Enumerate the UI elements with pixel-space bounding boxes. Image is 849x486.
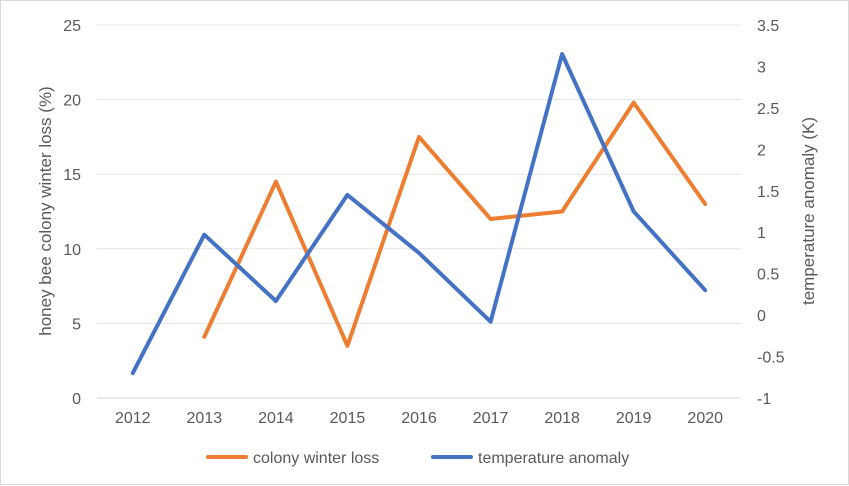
right-axis-ticks: -1 -0.5 0 0.5 1 1.5 2 2.5 3 3.5 — [757, 18, 785, 408]
left-tick-label: 0 — [72, 391, 81, 408]
left-axis-ticks: 0 5 10 15 20 25 — [63, 18, 81, 408]
x-tick-label: 2015 — [330, 410, 366, 427]
left-tick-label: 10 — [63, 242, 81, 259]
x-tick-label: 2019 — [616, 410, 652, 427]
right-axis-title: temperature anomaly (K) — [799, 117, 818, 305]
x-tick-label: 2014 — [258, 410, 294, 427]
right-tick-label: 1.5 — [757, 184, 779, 201]
right-tick-label: -1 — [757, 391, 771, 408]
series-lines — [130, 52, 708, 376]
gridlines — [97, 24, 741, 399]
x-tick-label: 2020 — [687, 410, 723, 427]
series-line-colony-winter-loss — [202, 100, 708, 348]
left-tick-label: 5 — [72, 316, 81, 333]
legend-label-temperature-anomaly: temperature anomaly — [478, 450, 629, 467]
right-tick-label: 1 — [757, 225, 766, 242]
left-tick-label: 25 — [63, 18, 81, 35]
right-tick-label: 2 — [757, 142, 766, 159]
left-tick-label: 20 — [63, 93, 81, 110]
right-tick-label: 3.5 — [757, 18, 779, 35]
x-tick-label: 2017 — [473, 410, 509, 427]
x-tick-label: 2018 — [544, 410, 580, 427]
right-tick-label: 3 — [757, 59, 766, 76]
left-tick-label: 15 — [63, 167, 81, 184]
x-axis-ticks: 2012 2013 2014 2015 2016 2017 2018 2019 2020 — [115, 410, 723, 427]
right-tick-label: 0.5 — [757, 267, 779, 284]
x-tick-label: 2012 — [115, 410, 151, 427]
x-tick-label: 2013 — [187, 410, 223, 427]
right-tick-label: 2.5 — [757, 101, 779, 118]
right-tick-label: -0.5 — [757, 350, 785, 367]
right-tick-label: 0 — [757, 308, 766, 325]
legend-label-colony-winter-loss: colony winter loss — [253, 450, 379, 467]
x-tick-label: 2016 — [401, 410, 437, 427]
series-line-temperature-anomaly — [130, 52, 708, 376]
left-axis-title: honey bee colony winter loss (%) — [36, 86, 55, 335]
legend: colony winter loss temperature anomaly — [206, 450, 629, 467]
